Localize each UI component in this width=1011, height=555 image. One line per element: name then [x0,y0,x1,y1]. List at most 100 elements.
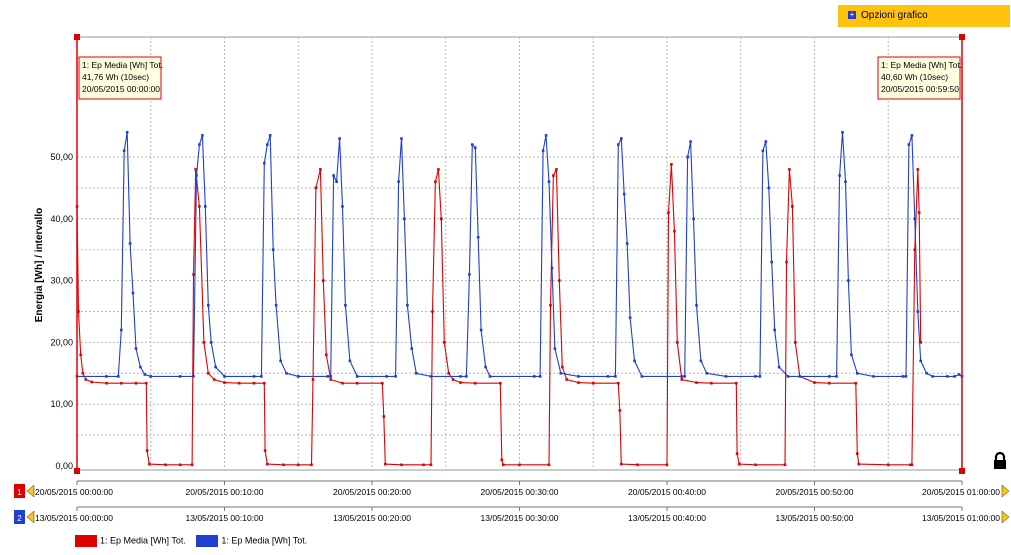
data-point [786,375,790,378]
data-point [913,248,917,251]
tooltip-line: 41,76 Wh (10sec) [82,72,149,82]
data-point [429,375,433,378]
data-point [271,248,275,251]
legend-label: 1: Ep Media [Wh] Tot. [221,535,308,546]
data-point [538,375,542,378]
plus-icon: + [848,10,856,20]
data-point [835,375,838,378]
data-point [311,378,315,381]
data-point [348,359,352,363]
data-point [451,378,455,381]
data-point [577,381,580,384]
tooltip-line: 20/05/2015 00:59:50 [881,84,959,94]
scroll-left-button[interactable] [26,510,35,524]
data-point [847,279,850,282]
data-point [473,146,477,149]
chart-options-label: Opzioni grafico [861,10,928,21]
data-point [410,347,414,350]
data-point [667,211,670,214]
data-point [473,381,477,385]
x-tick-label: 13/05/2015 00:00:00 [35,513,113,523]
data-point [917,211,921,214]
data-point [207,304,210,307]
series-badge-label: 2 [17,514,22,523]
data-point [665,463,669,467]
legend: 1: Ep Media [Wh] Tot. 1: Ep Media [Wh] T… [75,535,315,547]
data-point [705,372,709,375]
scroll-right-button[interactable] [1001,510,1010,524]
data-point [384,462,387,466]
scroll-left-button[interactable] [26,484,35,498]
legend-swatch-blue [196,535,219,547]
data-point [919,341,922,344]
data-point [149,375,152,378]
data-point [471,143,474,146]
x-tick-label: 20/05/2015 00:10:00 [186,487,264,497]
x-tick-label: 20/05/2015 00:00:00 [35,487,113,497]
tooltip-line: 1: Ep Media [Wh] Tot. [881,60,962,70]
data-point [872,375,875,378]
data-point [695,304,698,307]
cursor-handle [959,34,965,40]
data-point [916,168,920,171]
x-axis-2: 2 13/05/2015 00:00:00 13/05/2015 00:10:00 1… [14,506,1010,524]
data-point [620,137,623,140]
data-point [904,375,908,378]
data-point [620,462,623,466]
data-point [139,365,142,369]
data-point [680,378,684,381]
data-point [81,372,85,375]
data-point [322,279,325,282]
data-point [479,328,483,332]
data-point [925,372,928,375]
data-point [931,375,934,378]
data-point [178,375,182,378]
data-point [850,353,853,357]
data-point [553,347,557,350]
data-point [907,143,911,146]
y-axis-label: Energia [Wh] / intervallo [34,208,45,322]
annotations: 1: Ep Media [Wh] Tot. 41,76 Wh (10sec) 20/… [78,56,962,100]
data-point [633,359,636,363]
data-point [252,381,256,385]
tooltip-line: 40,60 Wh (10sec) [881,72,948,82]
data-point [84,378,88,381]
tooltip-line: 1: Ep Media [Wh] Tot. [82,60,163,70]
data-point [77,310,80,313]
data-point [689,140,692,143]
data-point [547,463,551,467]
data-point [468,273,471,276]
data-point [692,217,695,221]
data-point [550,266,554,270]
data-point [901,375,905,378]
data-point [223,381,226,384]
data-point [440,217,443,221]
chart-options-button[interactable]: + Opzioni grafico [838,5,1010,27]
data-point [252,375,256,378]
data-point [266,462,269,466]
tooltip-box [78,56,162,100]
cursor-handle [74,34,80,40]
data-point [916,310,920,313]
data-point [128,242,132,245]
data-point [622,192,626,196]
data-point [202,341,206,344]
data-point [465,375,468,378]
data-point [335,180,338,183]
data-point [117,375,120,378]
x-axes: 1 20/05/2015 00:00:00 20/05/2015 00:10:00 2… [14,480,1010,524]
data-point [788,168,791,171]
y-tick-label: 10,00 [50,399,73,409]
legend-item-red[interactable]: 1: Ep Media [Wh] Tot. [75,535,186,547]
data-point [695,381,698,384]
data-point [143,373,147,376]
legend-item-blue[interactable]: 1: Ep Media [Wh] Tot. [196,535,307,547]
scroll-right-button[interactable] [1001,484,1010,498]
data-point [164,463,167,467]
data-point [953,375,956,378]
data-point [518,463,521,467]
lock-icon[interactable] [993,452,1007,470]
data-point [344,304,347,307]
data-point [724,375,728,378]
